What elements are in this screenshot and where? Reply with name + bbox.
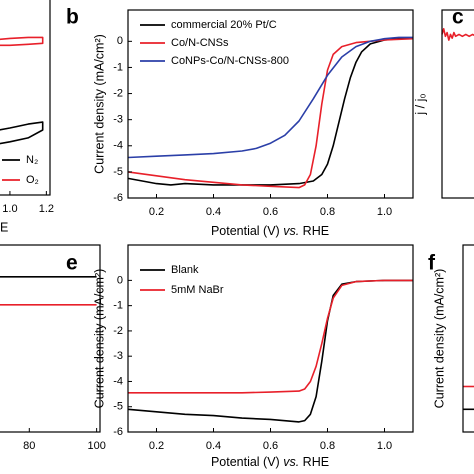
data-line — [0, 121, 44, 145]
y-axis-label: Current density (mA/cm²) — [92, 34, 106, 174]
y-tick-label: -5 — [113, 401, 123, 413]
x-tick-label: 0.2 — [149, 440, 164, 452]
plot-frame — [0, 244, 101, 433]
x-tick-label: 0.4 — [206, 206, 221, 218]
y-tick-label: -1 — [113, 300, 123, 312]
panel-label: f — [428, 252, 436, 275]
x-tick-label: 1.2 — [39, 203, 54, 215]
plot-frame — [462, 244, 474, 433]
y-tick-label: 0 — [117, 35, 123, 47]
legend-label: commercial 20% Pt/C — [171, 19, 277, 31]
x-tick-label: 0.6 — [263, 440, 278, 452]
legend-label: CoNPs-Co/N-CNSs-800 — [171, 55, 289, 67]
y-tick-label: -6 — [113, 192, 123, 204]
legend-label: N₂ — [26, 154, 38, 166]
x-axis-label-part: Potential (V) — [211, 224, 283, 238]
x-tick-label: 0.2 — [149, 206, 164, 218]
y-tick-label: -4 — [113, 140, 123, 152]
x-tick-label: 0.4 — [206, 440, 221, 452]
x-axis-label-part: Potential (V) — [211, 455, 283, 469]
y-tick-label: -3 — [113, 350, 123, 362]
x-tick-label: 1.0 — [377, 440, 392, 452]
y-tick-label: -2 — [113, 325, 123, 337]
legend-label: Co/N-CNSs — [171, 37, 229, 49]
x-tick-label: 100 — [87, 440, 105, 452]
panel-label: b — [66, 6, 79, 29]
x-tick-label: 1.0 — [2, 203, 17, 215]
y-tick-label: -6 — [113, 426, 123, 438]
y-axis-label: Current density (mA/cm²) — [92, 269, 106, 409]
y-tick-label: -1 — [113, 61, 123, 73]
y-axis-label: Current density (mA/cm²) — [432, 269, 446, 409]
x-tick-label: 80 — [23, 440, 35, 452]
data-line — [0, 36, 44, 47]
legend-label: Blank — [171, 264, 199, 276]
data-line — [127, 37, 413, 186]
y-tick-label: -3 — [113, 114, 123, 126]
data-line — [441, 28, 474, 41]
legend-label: 5mM NaBr — [171, 284, 224, 296]
x-tick-label: 0.8 — [320, 440, 335, 452]
panel-label: e — [66, 252, 78, 275]
panel-label: c — [452, 6, 464, 29]
x-tick-label: 0.8 — [320, 206, 335, 218]
y-tick-label: -2 — [113, 87, 123, 99]
x-axis-label: E — [0, 220, 8, 234]
data-line — [128, 279, 413, 394]
x-axis-label-part: vs. — [283, 224, 299, 238]
y-tick-label: -5 — [113, 166, 123, 178]
plot-frame — [441, 9, 474, 199]
data-line — [127, 36, 413, 159]
x-axis-label-part: RHE — [299, 224, 329, 238]
x-axis-label-part: vs. — [283, 455, 299, 469]
y-tick-label: 0 — [117, 274, 123, 286]
legend-label: O₂ — [26, 174, 39, 186]
x-axis-label: Potential (V) vs. RHE — [211, 455, 329, 469]
plot-frame — [0, 0, 51, 196]
x-tick-label: 0.6 — [263, 206, 278, 218]
y-tick-label: -4 — [113, 375, 123, 387]
x-tick-label: 1.0 — [377, 206, 392, 218]
y-axis-label: j / j₀ — [413, 93, 427, 115]
data-line — [127, 37, 414, 189]
x-axis-label-part: RHE — [299, 455, 329, 469]
x-axis-label: Potential (V) vs. RHE — [211, 224, 329, 238]
data-line — [127, 279, 413, 423]
